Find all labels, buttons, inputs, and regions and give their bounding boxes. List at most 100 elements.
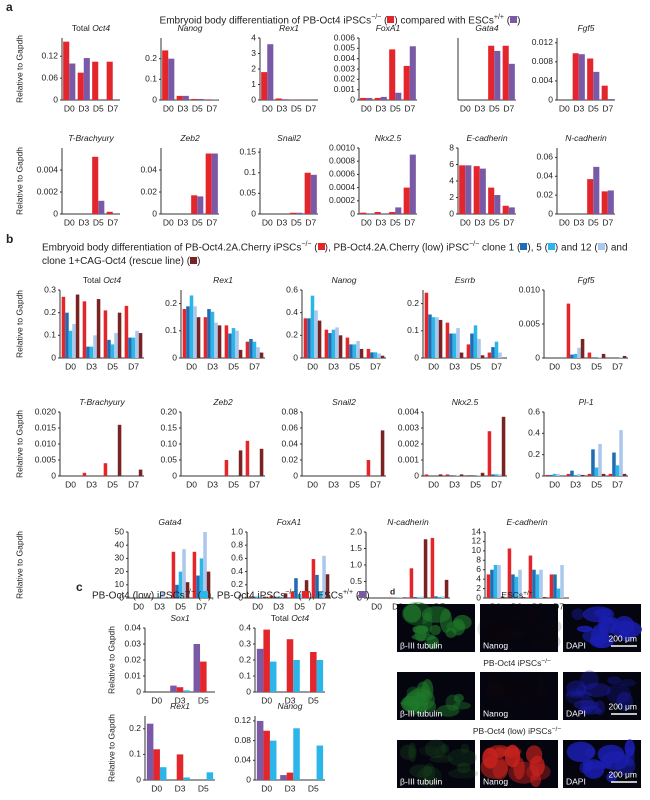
bar	[395, 207, 402, 214]
title-text: )	[366, 590, 370, 602]
y-tick-label: 0.020	[35, 406, 57, 416]
y-tick-label: 4	[449, 175, 454, 185]
y-tick-label: 0	[476, 592, 481, 602]
bar	[452, 333, 457, 358]
channel-label: β-III tubulin	[400, 640, 442, 650]
y-tick-label: 0.1	[244, 167, 256, 177]
bar	[63, 41, 70, 100]
panel-title: PB-Oct4 (low) iPSCs−/− (), PB-Oct4 iPSCs…	[92, 586, 382, 603]
bar	[587, 352, 592, 358]
x-tick-label: D0	[64, 103, 75, 113]
y-tick-label: 0	[238, 592, 243, 602]
bar	[622, 473, 627, 476]
x-tick-label: D5	[294, 601, 305, 611]
title-text: )	[197, 256, 201, 268]
bar	[185, 582, 190, 598]
cell-signal	[445, 627, 457, 638]
chart-title: Fgf5	[577, 275, 594, 285]
y-tick-label: 0.0004	[329, 182, 355, 192]
bar	[570, 354, 574, 358]
bar	[238, 450, 243, 476]
y-tick-label: 0.04	[124, 622, 141, 632]
y-tick-label: 0.1	[165, 325, 177, 335]
title-text: ) and 12 (	[554, 242, 598, 254]
y-tick-label: 0.2	[239, 654, 251, 664]
cell-signal	[528, 692, 551, 716]
bar	[338, 335, 343, 358]
legend-swatch	[597, 243, 605, 251]
x-tick-label: D7	[491, 479, 502, 489]
bar	[98, 200, 105, 214]
bar	[459, 165, 466, 214]
x-tick-label: D3	[573, 103, 584, 113]
cell-signal	[573, 700, 599, 710]
x-tick-label: D3	[285, 783, 296, 793]
chart-title: Sox1	[170, 613, 190, 623]
title-text: (	[311, 242, 318, 254]
bar	[403, 187, 410, 214]
x-tick-label: D7	[503, 103, 514, 113]
chart-title-gene: E-cadherin	[506, 517, 547, 527]
x-tick-label: D5	[107, 361, 118, 371]
bar	[573, 474, 578, 476]
bar	[68, 330, 73, 358]
bar	[65, 312, 69, 358]
y-tick-label: 0	[414, 352, 419, 362]
cell-signal	[503, 609, 519, 630]
bar	[176, 687, 184, 692]
group-title-sup: −/−	[552, 726, 562, 733]
bar	[197, 98, 204, 100]
chart-title-prefix: Total	[72, 23, 92, 33]
channel-label: DAPI	[566, 708, 586, 718]
scale-bar-label: 200 μm	[608, 633, 637, 643]
bar	[328, 333, 332, 358]
y-tick-label: 0.6	[286, 284, 298, 294]
y-tick-label: 0.04	[536, 171, 553, 181]
bar	[449, 475, 453, 476]
cell-signal	[480, 755, 509, 779]
x-tick-label: D3	[474, 217, 485, 227]
micrograph	[397, 740, 475, 788]
bar	[502, 45, 509, 100]
title-sup: +/+	[493, 14, 504, 21]
bar	[61, 296, 66, 358]
chart-title-gene: Zeb2	[179, 133, 200, 143]
bar	[445, 474, 450, 476]
bar	[248, 596, 253, 598]
y-tick-label: 0.006	[334, 32, 356, 42]
y-tick-label: 0.08	[281, 406, 298, 416]
bar	[315, 574, 319, 598]
chart-title: Total Oct4	[83, 275, 122, 285]
bar	[494, 341, 499, 358]
cell-signal	[408, 742, 417, 762]
bar	[92, 61, 99, 100]
x-tick-label: D7	[602, 217, 613, 227]
y-tick-label: 0.0002	[329, 195, 355, 205]
group-title: PB-Oct4 iPSCs−/−	[483, 658, 551, 669]
y-tick-label: 8	[449, 142, 454, 152]
x-tick-label: D7	[107, 217, 118, 227]
bar	[256, 648, 264, 692]
channel-label: DAPI	[566, 640, 586, 650]
bar	[380, 96, 387, 100]
cell-signal	[423, 763, 436, 784]
bar	[82, 472, 87, 476]
bar	[199, 558, 204, 598]
chart-title: N-cadherin	[565, 133, 607, 143]
bar	[424, 474, 429, 476]
group-title-text: PB-Oct4 iPSCs	[483, 658, 541, 668]
y-tick-label: 0.4	[239, 622, 251, 632]
x-tick-label: D3	[474, 103, 485, 113]
bar	[445, 322, 450, 358]
bar	[280, 596, 284, 598]
cell-signal	[460, 743, 470, 754]
bar	[303, 318, 308, 358]
bar	[366, 97, 373, 100]
bar	[138, 469, 143, 476]
chart-title: Snail2	[332, 397, 356, 407]
cell-signal	[529, 687, 558, 702]
bar	[466, 344, 471, 358]
bar	[511, 574, 515, 598]
cell-signal	[422, 611, 433, 635]
